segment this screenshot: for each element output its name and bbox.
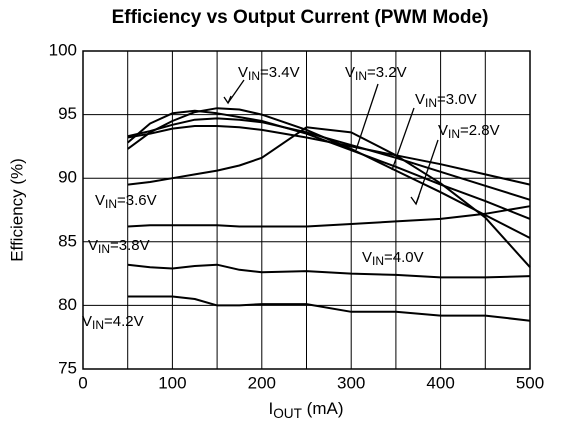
leader [415, 139, 439, 205]
series-label: VIN=3.8V [88, 237, 150, 256]
y-tick-label: 85 [58, 231, 77, 250]
leader [227, 79, 245, 104]
x-axis-label: IOUT (mA) [269, 399, 344, 420]
x-tick-label: 300 [337, 373, 365, 392]
chart-title: Efficiency vs Output Current (PWM Mode) [112, 7, 489, 28]
series-line [127, 205, 531, 228]
series-label: VIN=3.4V [238, 64, 300, 83]
series-label: VIN=4.2V [82, 313, 144, 332]
series-label: VIN=4.0V [362, 249, 424, 268]
series-line [127, 295, 531, 322]
series-line [127, 126, 531, 268]
series-line [127, 263, 531, 279]
series-label: VIN=3.2V [345, 64, 407, 83]
y-tick-label: 75 [58, 358, 77, 377]
y-tick-label: 100 [49, 40, 77, 59]
series-label: VIN=3.6V [95, 192, 157, 211]
series-label: VIN=3.0V [415, 91, 477, 110]
x-tick-label: 0 [78, 373, 87, 392]
series-line [127, 117, 531, 201]
series-label: VIN=2.8V [438, 122, 500, 141]
series-line [127, 107, 531, 239]
y-tick-label: 95 [58, 104, 77, 123]
y-axis-label: Efficiency (%) [7, 158, 26, 262]
x-tick-label: 200 [248, 373, 276, 392]
y-tick-label: 90 [58, 168, 77, 187]
x-tick-label: 400 [426, 373, 454, 392]
x-tick-label: 100 [158, 373, 186, 392]
arrowhead [223, 95, 232, 105]
leader [355, 83, 379, 151]
arrowhead [410, 195, 420, 206]
y-tick-label: 80 [58, 295, 77, 314]
series-line [127, 125, 531, 186]
x-tick-label: 500 [516, 373, 544, 392]
series-line [127, 109, 531, 220]
